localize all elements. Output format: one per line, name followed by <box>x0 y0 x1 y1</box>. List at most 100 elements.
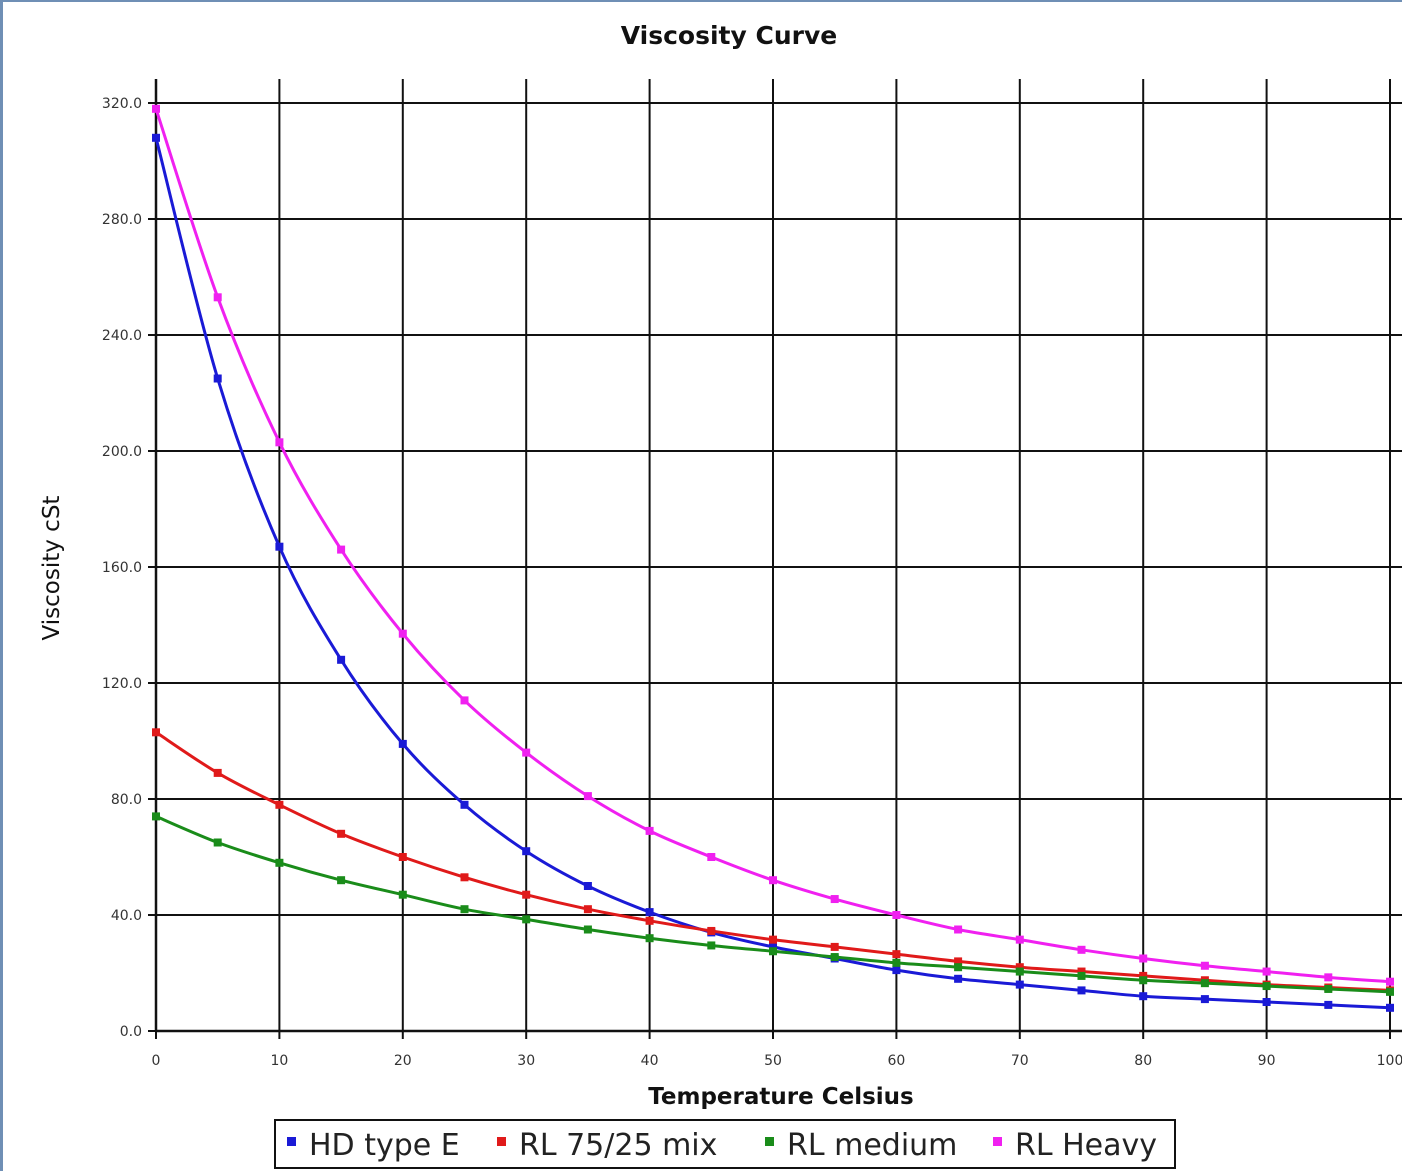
legend-entry: RL medium <box>787 1128 957 1163</box>
data-point <box>892 959 900 967</box>
data-point <box>1016 968 1024 976</box>
data-point <box>461 696 469 704</box>
data-point <box>584 792 592 800</box>
data-point <box>646 827 654 835</box>
data-point <box>1078 946 1086 954</box>
legend-swatch <box>287 1137 296 1146</box>
data-point <box>831 943 839 951</box>
data-point <box>1139 992 1147 1000</box>
data-point <box>769 936 777 944</box>
data-point <box>1324 1001 1332 1009</box>
data-point <box>461 801 469 809</box>
data-point <box>522 891 530 899</box>
data-point <box>522 749 530 757</box>
data-point <box>646 934 654 942</box>
data-point <box>954 975 962 983</box>
y-tick-label: 80.0 <box>111 792 142 808</box>
data-point <box>1324 973 1332 981</box>
data-point <box>275 801 283 809</box>
data-point <box>275 859 283 867</box>
x-tick-label: 20 <box>394 1053 412 1069</box>
data-point <box>1386 988 1394 996</box>
data-point <box>522 847 530 855</box>
viscosity-chart: Viscosity Curve 0.040.080.0120.0160.0200… <box>3 2 1402 1171</box>
y-tick-label: 240.0 <box>102 328 142 344</box>
data-point <box>954 963 962 971</box>
data-point <box>831 895 839 903</box>
data-point <box>399 630 407 638</box>
data-point <box>1201 962 1209 970</box>
data-point <box>152 728 160 736</box>
data-point <box>831 953 839 961</box>
data-point <box>769 947 777 955</box>
data-point <box>707 941 715 949</box>
chart-title: Viscosity Curve <box>621 21 837 50</box>
data-point <box>892 911 900 919</box>
data-point <box>1386 978 1394 986</box>
y-tick-label: 0.0 <box>120 1024 142 1040</box>
data-point <box>1324 985 1332 993</box>
data-point <box>707 927 715 935</box>
legend-entry: RL Heavy <box>1015 1128 1157 1163</box>
y-tick-label: 120.0 <box>102 676 142 692</box>
y-tick-label: 160.0 <box>102 560 142 576</box>
legend-entry: HD type E <box>309 1128 460 1163</box>
x-tick-label: 60 <box>887 1053 905 1069</box>
data-point <box>214 769 222 777</box>
grid <box>148 79 1402 1039</box>
data-point <box>584 882 592 890</box>
x-tick-label: 90 <box>1258 1053 1276 1069</box>
data-point <box>892 966 900 974</box>
data-point <box>337 876 345 884</box>
data-point <box>275 543 283 551</box>
data-point <box>152 105 160 113</box>
data-point <box>1078 972 1086 980</box>
data-point <box>399 891 407 899</box>
data-point <box>1078 986 1086 994</box>
data-point <box>461 873 469 881</box>
y-tick-label: 40.0 <box>111 908 142 924</box>
data-point <box>1201 979 1209 987</box>
data-point <box>522 915 530 923</box>
data-point <box>1386 1004 1394 1012</box>
data-point <box>707 853 715 861</box>
data-point <box>399 853 407 861</box>
x-tick-label: 0 <box>152 1053 161 1069</box>
x-axis-label: Temperature Celsius <box>648 1084 913 1110</box>
data-point <box>337 656 345 664</box>
x-tick-label: 80 <box>1134 1053 1152 1069</box>
data-point <box>1263 982 1271 990</box>
data-point <box>337 546 345 554</box>
legend-entry: RL 75/25 mix <box>519 1128 717 1163</box>
y-tick-label: 280.0 <box>102 212 142 228</box>
data-point <box>214 293 222 301</box>
data-point <box>214 375 222 383</box>
data-point <box>1016 981 1024 989</box>
legend-swatch <box>765 1137 774 1146</box>
data-point <box>1139 955 1147 963</box>
data-point <box>1263 998 1271 1006</box>
legend-swatch <box>497 1137 506 1146</box>
x-tick-label: 70 <box>1011 1053 1029 1069</box>
data-point <box>769 876 777 884</box>
data-point <box>214 839 222 847</box>
y-axis-ticks: 0.0 40.0 80.0 120.0 160.0 200.0 240.0 280.0 320.… <box>102 96 142 1040</box>
legend-swatch <box>993 1137 1002 1146</box>
x-tick-label: 100 <box>1377 1053 1402 1069</box>
y-axis-label: Viscosity cSt <box>39 496 65 641</box>
data-point <box>275 438 283 446</box>
y-tick-label: 200.0 <box>102 444 142 460</box>
data-point <box>152 134 160 142</box>
data-point <box>584 905 592 913</box>
data-point <box>1201 995 1209 1003</box>
data-point <box>337 830 345 838</box>
data-point <box>954 926 962 934</box>
data-point <box>1016 936 1024 944</box>
x-axis-ticks: 0 10 20 30 40 50 60 70 80 90 100 <box>152 1053 1402 1069</box>
x-tick-label: 10 <box>270 1053 288 1069</box>
data-point <box>461 905 469 913</box>
data-point <box>646 908 654 916</box>
data-point <box>646 917 654 925</box>
data-point <box>584 926 592 934</box>
